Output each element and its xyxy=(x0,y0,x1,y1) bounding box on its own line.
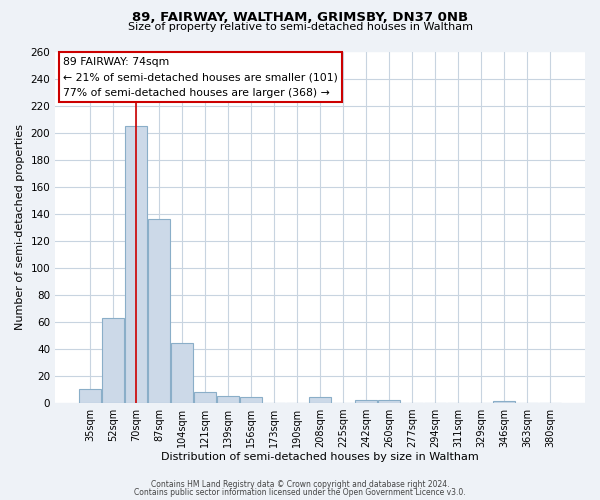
Bar xyxy=(217,396,239,402)
Text: Contains HM Land Registry data © Crown copyright and database right 2024.: Contains HM Land Registry data © Crown c… xyxy=(151,480,449,489)
Y-axis label: Number of semi-detached properties: Number of semi-detached properties xyxy=(15,124,25,330)
Text: 89, FAIRWAY, WALTHAM, GRIMSBY, DN37 0NB: 89, FAIRWAY, WALTHAM, GRIMSBY, DN37 0NB xyxy=(132,11,468,24)
Bar xyxy=(171,343,193,402)
Bar xyxy=(240,397,262,402)
X-axis label: Distribution of semi-detached houses by size in Waltham: Distribution of semi-detached houses by … xyxy=(161,452,479,462)
Bar xyxy=(102,318,124,402)
Bar xyxy=(309,397,331,402)
Bar xyxy=(79,389,101,402)
Bar xyxy=(194,392,216,402)
Bar xyxy=(378,400,400,402)
Bar xyxy=(125,126,147,402)
Text: Size of property relative to semi-detached houses in Waltham: Size of property relative to semi-detach… xyxy=(128,22,473,32)
Bar xyxy=(355,400,377,402)
Text: 89 FAIRWAY: 74sqm
← 21% of semi-detached houses are smaller (101)
77% of semi-de: 89 FAIRWAY: 74sqm ← 21% of semi-detached… xyxy=(63,57,338,98)
Bar xyxy=(493,401,515,402)
Text: Contains public sector information licensed under the Open Government Licence v3: Contains public sector information licen… xyxy=(134,488,466,497)
Bar xyxy=(148,219,170,402)
